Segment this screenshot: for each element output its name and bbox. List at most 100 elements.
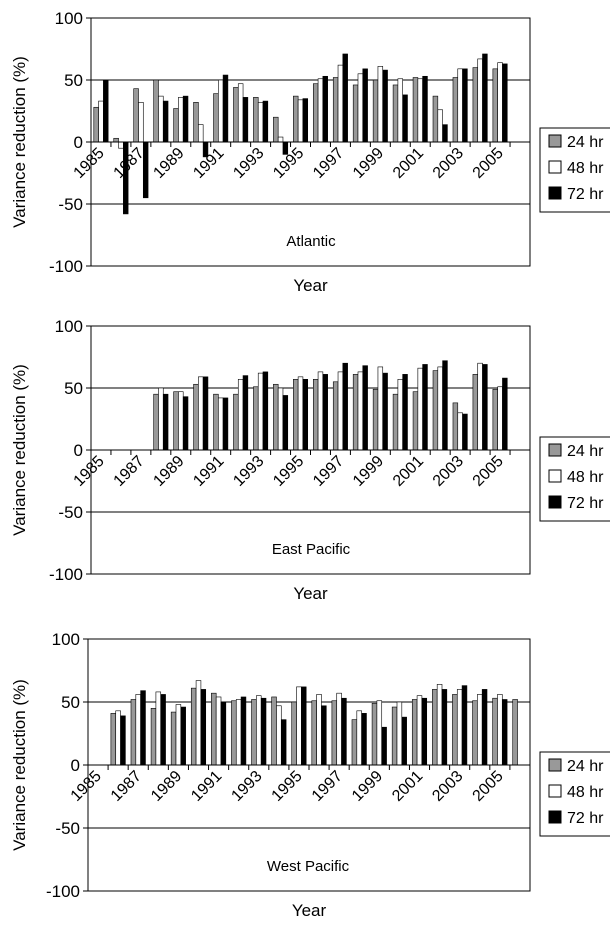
- y-axis-title: Variance reduction (%): [10, 364, 29, 536]
- bar-72hr-2001: [421, 697, 428, 766]
- bar-24hr-2000: [392, 84, 399, 143]
- bar-72hr-1996: [321, 705, 327, 766]
- bar-24hr-2000: [392, 393, 399, 451]
- bar-48hr-2004: [477, 362, 483, 451]
- legend: 24 hr 48 hr 72 hr: [539, 127, 610, 213]
- bar-48hr-2003: [457, 68, 463, 143]
- bar-24hr-1987: [133, 88, 139, 143]
- bar-24hr-1996: [312, 379, 319, 451]
- bar-48hr-1992: [235, 699, 242, 766]
- bar-72hr-2002: [442, 124, 448, 143]
- bar-24hr-1997: [332, 381, 339, 451]
- bar-48hr-1994: [276, 705, 282, 766]
- y-tick-label: 0: [74, 441, 83, 460]
- bar-24hr-1993: [251, 699, 257, 766]
- bar-72hr-1989: [180, 706, 186, 766]
- legend: 24 hr 48 hr 72 hr: [539, 751, 610, 837]
- region-label: East Pacific: [272, 541, 351, 558]
- bar-48hr-1999: [377, 66, 384, 143]
- bar-48hr-1991: [215, 696, 222, 766]
- bar-24hr-1999: [371, 702, 378, 766]
- bar-24hr-1998: [352, 374, 359, 451]
- bar-48hr-2003: [457, 412, 463, 451]
- bar-72hr-1991: [222, 397, 229, 451]
- bar-24hr-1989: [173, 391, 179, 451]
- x-axis-title: Year: [293, 276, 328, 295]
- bar-24hr-2005: [492, 388, 498, 451]
- legend: 24 hr 48 hr 72 hr: [539, 436, 610, 522]
- legend-label: 48 hr: [567, 469, 604, 486]
- bar-48hr-2005: [497, 694, 503, 766]
- x-axis-title: Year: [293, 584, 328, 603]
- bar-72hr-2001: [422, 364, 428, 451]
- bar-72hr-1992: [240, 696, 247, 766]
- y-axis-title: Variance reduction (%): [10, 56, 29, 228]
- bar-72hr-1986: [120, 715, 126, 766]
- bar-72hr-1987: [142, 141, 149, 199]
- bar-48hr-2004: [477, 694, 483, 766]
- bar-24hr-1987: [130, 699, 137, 766]
- bar-24hr-1994: [273, 383, 279, 451]
- bar-72hr-1996: [322, 374, 328, 451]
- bar-24hr-2000: [391, 706, 398, 766]
- legend-label: 24 hr: [567, 134, 604, 151]
- legend-label: 24 hr: [567, 443, 604, 460]
- legend-swatch: [548, 758, 562, 772]
- bar-72hr-2005: [502, 63, 508, 143]
- bar-48hr-2000: [396, 701, 403, 766]
- bar-48hr-1990: [195, 680, 202, 766]
- region-label: West Pacific: [267, 858, 350, 875]
- bar-24hr-1992: [233, 87, 239, 143]
- bar-48hr-2001: [417, 78, 423, 143]
- y-tick-label: -100: [46, 882, 80, 901]
- bar-24hr-1995: [291, 701, 297, 766]
- bar-48hr-1998: [357, 371, 364, 451]
- bar-24hr-1997: [331, 700, 338, 766]
- bar-72hr-1989: [182, 95, 189, 143]
- bar-72hr-2001: [422, 75, 428, 143]
- bar-48hr-2004: [477, 58, 483, 143]
- bar-48hr-1997: [336, 692, 342, 766]
- bar-24hr-1999: [372, 388, 379, 451]
- bar-48hr-1993: [256, 695, 262, 766]
- bar-24hr-2001: [412, 391, 419, 451]
- y-tick-label: 100: [52, 630, 80, 649]
- y-tick-label: 50: [64, 71, 83, 90]
- bar-48hr-1998: [356, 710, 362, 766]
- bar-72hr-2003: [462, 68, 468, 143]
- bar-24hr-1992: [231, 700, 237, 766]
- bar-24hr-2003: [452, 694, 458, 766]
- bar-24hr-1999: [372, 79, 379, 143]
- bar-48hr-1993: [257, 102, 264, 143]
- bar-72hr-1990: [200, 689, 207, 766]
- bar-48hr-1989: [178, 391, 184, 451]
- bar-24hr-1998: [351, 719, 358, 766]
- y-tick-label: 50: [61, 693, 80, 712]
- bar-72hr-2004: [482, 53, 488, 143]
- bar-48hr-1988: [158, 95, 164, 143]
- bar-72hr-2004: [482, 364, 488, 451]
- bar-24hr-1993: [253, 386, 259, 451]
- bar-48hr-1990: [198, 376, 204, 451]
- bar-48hr-1996: [316, 694, 322, 766]
- bar-48hr-1993: [257, 372, 264, 451]
- bar-24hr-1990: [193, 383, 199, 451]
- bar-72hr-1987: [140, 690, 146, 766]
- legend-swatch: [548, 443, 562, 457]
- bar-24hr-1996: [311, 700, 317, 766]
- bar-24hr-1992: [233, 393, 239, 451]
- y-tick-label: -50: [58, 195, 83, 214]
- bar-72hr-2004: [481, 689, 488, 766]
- bar-48hr-1999: [377, 366, 384, 451]
- bar-72hr-1988: [160, 694, 166, 766]
- bar-72hr-1999: [382, 372, 388, 451]
- legend-label: 24 hr: [567, 758, 604, 775]
- bar-48hr-1987: [135, 694, 141, 766]
- bar-48hr-2002: [437, 109, 443, 143]
- bar-48hr-1996: [317, 78, 324, 143]
- bar-24hr-1985: [93, 106, 99, 143]
- x-axis-title: Year: [292, 901, 327, 920]
